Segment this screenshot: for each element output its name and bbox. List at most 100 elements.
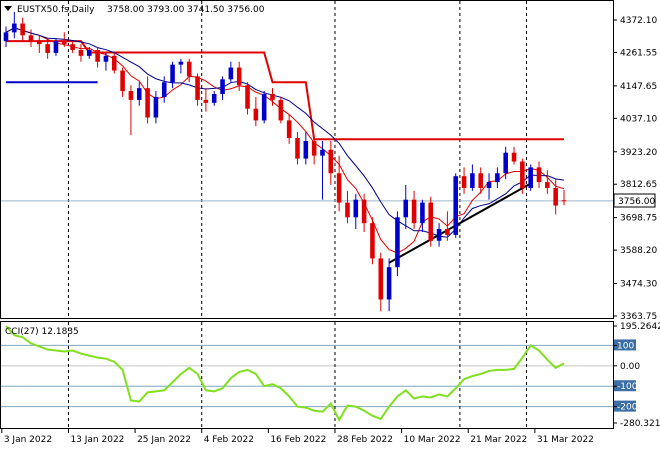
price-tick-label: 3474.30 bbox=[620, 280, 657, 290]
cci-level-badge bbox=[614, 400, 636, 412]
candle-body bbox=[211, 94, 217, 103]
candle-body bbox=[195, 76, 200, 100]
candle bbox=[86, 47, 92, 59]
candle-body bbox=[453, 176, 459, 235]
candle-body bbox=[120, 70, 125, 92]
candle bbox=[336, 155, 342, 212]
chevron-down-icon[interactable] bbox=[4, 6, 12, 11]
candle bbox=[211, 91, 217, 106]
candle-body bbox=[311, 140, 317, 156]
cci-tick-label: 195.2642 bbox=[620, 322, 660, 332]
candle-body bbox=[353, 199, 359, 218]
candle-body bbox=[103, 55, 109, 62]
price-tick-label: 4037.10 bbox=[620, 114, 657, 124]
candle bbox=[245, 82, 250, 115]
candle bbox=[136, 82, 142, 106]
price-tick-label: 3698.75 bbox=[620, 214, 657, 224]
candle-body bbox=[37, 41, 42, 45]
candle-body bbox=[295, 138, 300, 159]
candle-body bbox=[95, 49, 100, 62]
date-tick-label: 16 Feb 2022 bbox=[270, 435, 326, 445]
candle-body bbox=[511, 152, 517, 162]
candle bbox=[561, 189, 567, 206]
candle bbox=[428, 196, 434, 247]
candle-body bbox=[220, 79, 225, 95]
candle-body bbox=[286, 120, 292, 139]
candle-body bbox=[553, 187, 558, 206]
candle bbox=[370, 217, 375, 265]
candle bbox=[478, 167, 484, 194]
candle-body bbox=[136, 88, 142, 100]
candle bbox=[228, 61, 234, 83]
candle-body bbox=[495, 173, 500, 183]
candle-body bbox=[128, 91, 134, 100]
candle bbox=[353, 193, 359, 230]
candle-body bbox=[420, 202, 425, 224]
candle-body bbox=[436, 229, 442, 241]
candle bbox=[511, 146, 517, 165]
candle bbox=[62, 32, 67, 48]
candle bbox=[203, 88, 209, 112]
candle-body bbox=[170, 64, 175, 83]
candle-body bbox=[520, 161, 525, 188]
price-tick-label: 3363.75 bbox=[620, 312, 657, 322]
price-tick-label: 3923.20 bbox=[620, 148, 657, 158]
candle bbox=[528, 164, 533, 191]
candle bbox=[311, 138, 317, 165]
candle bbox=[403, 185, 409, 230]
candle-body bbox=[395, 217, 400, 268]
candle bbox=[503, 146, 508, 180]
candle-body bbox=[470, 173, 475, 188]
cci-label: CCI(27) 12.1835 bbox=[5, 327, 79, 337]
date-tick-label: 3 Jan 2022 bbox=[4, 435, 52, 445]
candle bbox=[261, 91, 267, 124]
date-tick-label: 4 Feb 2022 bbox=[204, 435, 254, 445]
candle-body bbox=[178, 61, 184, 65]
date-tick-label: 13 Jan 2022 bbox=[70, 435, 124, 445]
trend-line[interactable] bbox=[388, 182, 532, 264]
candle bbox=[445, 211, 450, 241]
candle-body bbox=[186, 61, 192, 77]
candle bbox=[120, 67, 125, 97]
candle bbox=[545, 170, 550, 194]
candle bbox=[411, 190, 417, 230]
candle-body bbox=[503, 152, 508, 174]
current-price-badge bbox=[613, 193, 656, 208]
candle bbox=[278, 96, 284, 124]
candle bbox=[295, 132, 300, 165]
price-axis: 4372.10 4261.55 4147.65 4037.10 3923.20 3812.… bbox=[613, 16, 657, 322]
candle-body bbox=[45, 44, 50, 53]
candle bbox=[453, 173, 459, 238]
candle-body bbox=[53, 41, 59, 53]
candle bbox=[378, 252, 384, 312]
candle bbox=[536, 161, 542, 188]
cci-level-badge bbox=[614, 380, 636, 392]
cci-tick-label: -200 bbox=[617, 403, 638, 413]
candle-body bbox=[278, 99, 284, 121]
candle bbox=[78, 44, 84, 62]
cci-tick-label: -100 bbox=[617, 382, 638, 392]
candle bbox=[486, 173, 492, 200]
candle-body bbox=[261, 94, 267, 121]
candle-body bbox=[203, 99, 209, 103]
date-tick-label: 28 Feb 2022 bbox=[337, 435, 393, 445]
candle-body bbox=[28, 35, 34, 42]
slow-ma-line bbox=[5, 27, 565, 238]
candle bbox=[145, 76, 150, 124]
candle bbox=[103, 52, 109, 71]
candle bbox=[436, 223, 442, 247]
candle bbox=[345, 190, 350, 224]
candle bbox=[20, 17, 25, 42]
candle-body bbox=[411, 199, 417, 224]
candlestick-series bbox=[3, 11, 567, 312]
candle bbox=[320, 140, 325, 200]
price-pane bbox=[0, 0, 614, 319]
candle-body bbox=[336, 173, 342, 203]
candle-body bbox=[270, 94, 275, 100]
candle-body bbox=[403, 199, 409, 218]
candle bbox=[220, 76, 225, 100]
candle bbox=[12, 11, 17, 39]
candle-body bbox=[245, 85, 250, 109]
candle-body bbox=[320, 149, 325, 156]
